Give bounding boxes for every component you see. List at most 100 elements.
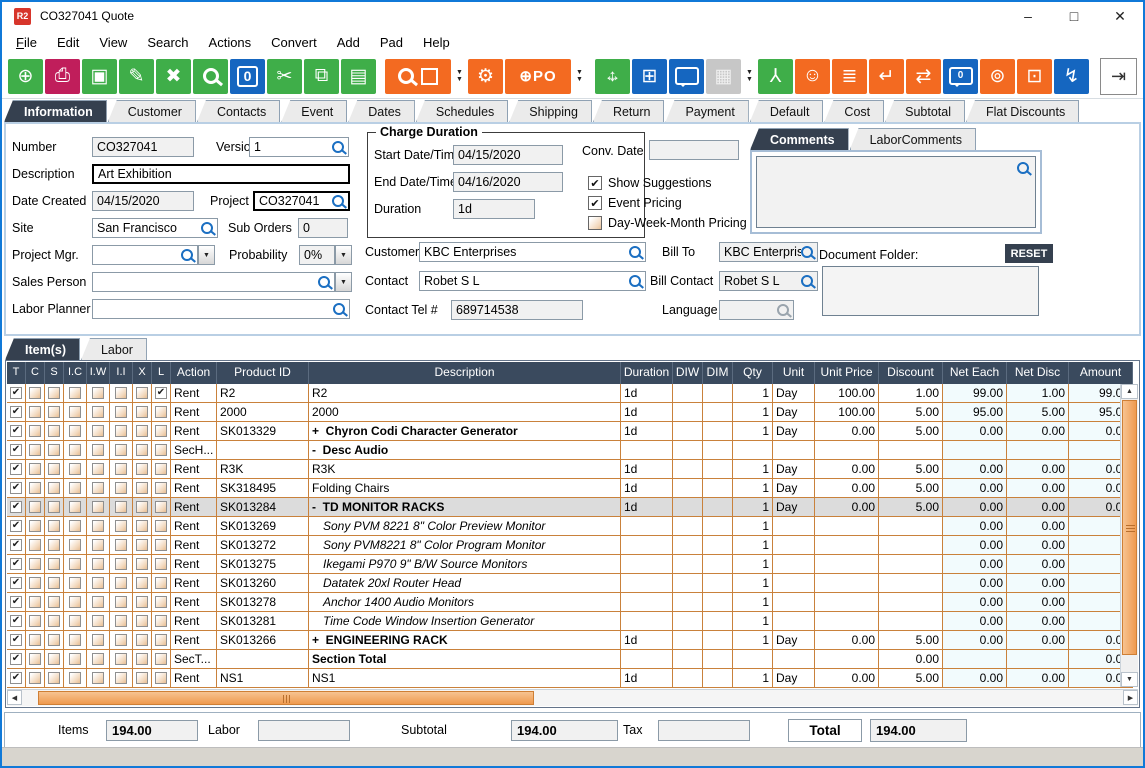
cell-check-t[interactable]: [7, 479, 26, 498]
cell-duration[interactable]: [621, 650, 673, 669]
cell-qty[interactable]: 1: [733, 460, 773, 479]
scroll-down-button[interactable]: ▼: [1121, 672, 1138, 687]
cell-qty[interactable]: 1: [733, 498, 773, 517]
cell-discount[interactable]: [879, 555, 943, 574]
cell-net_disc[interactable]: 1.00: [1007, 384, 1069, 403]
cell-discount[interactable]: [879, 536, 943, 555]
cell-check-iw[interactable]: [87, 650, 110, 669]
cell-discount[interactable]: [879, 612, 943, 631]
cell-check-ii[interactable]: [110, 593, 133, 612]
cell-check-s[interactable]: [45, 384, 64, 403]
column-header-discount[interactable]: Discount: [879, 362, 943, 384]
tab-information[interactable]: Information: [4, 100, 107, 122]
exit-icon[interactable]: ⇥: [1100, 57, 1137, 95]
cell-unit_price[interactable]: [815, 650, 879, 669]
copy-zero-icon[interactable]: 0: [230, 58, 265, 94]
column-header-duration[interactable]: Duration: [621, 362, 673, 384]
cell-net_each[interactable]: [943, 441, 1007, 460]
tab-default[interactable]: Default: [749, 100, 824, 122]
customer-field[interactable]: KBC Enterprises: [419, 242, 646, 262]
cell-check-x[interactable]: [133, 593, 152, 612]
cell-check-ii[interactable]: [110, 384, 133, 403]
cell-net_each[interactable]: 0.00: [943, 460, 1007, 479]
cell-dim[interactable]: [703, 536, 733, 555]
reset-button[interactable]: RESET: [1005, 244, 1053, 263]
language-field[interactable]: [719, 300, 794, 320]
cell-check-x[interactable]: [133, 403, 152, 422]
cell-dim[interactable]: [703, 574, 733, 593]
cell-net_disc[interactable]: [1007, 441, 1069, 460]
cell-check-ii[interactable]: [110, 403, 133, 422]
cell-check-iw[interactable]: [87, 669, 110, 688]
cell-unit_price[interactable]: 0.00: [815, 479, 879, 498]
grid-row[interactable]: Rent200020001d1Day100.005.0095.005.0095.…: [7, 403, 1133, 422]
cell-diw[interactable]: [673, 479, 703, 498]
comments-tab-laborcomments[interactable]: LaborComments: [849, 128, 976, 150]
cell-unit_price[interactable]: [815, 612, 879, 631]
cell-check-c[interactable]: [26, 631, 45, 650]
cell-duration[interactable]: 1d: [621, 460, 673, 479]
cell-check-ii[interactable]: [110, 517, 133, 536]
tab-return[interactable]: Return: [592, 100, 665, 122]
cell-duration[interactable]: [621, 517, 673, 536]
cell-unit[interactable]: [773, 650, 815, 669]
cell-product_id[interactable]: SK013284: [217, 498, 309, 517]
cell-net_each[interactable]: [943, 650, 1007, 669]
find-product-icon[interactable]: [385, 58, 451, 94]
cell-unit_price[interactable]: 0.00: [815, 422, 879, 441]
cell-product_id[interactable]: R3K: [217, 460, 309, 479]
cell-description[interactable]: Sony PVM8221 8" Color Program Monitor: [309, 536, 621, 555]
menu-item-help[interactable]: Help: [422, 34, 450, 50]
duration-field[interactable]: 1d: [453, 199, 535, 219]
cell-net_each[interactable]: 0.00: [943, 612, 1007, 631]
expand-icon[interactable]: ↔ ↕: [595, 58, 630, 94]
copy-icon[interactable]: ⧉: [304, 58, 339, 94]
cell-check-ii[interactable]: [110, 650, 133, 669]
add-po-cart-icon[interactable]: ⊕PO: [505, 58, 571, 94]
cell-diw[interactable]: [673, 460, 703, 479]
cell-check-ii[interactable]: [110, 631, 133, 650]
cell-discount[interactable]: 5.00: [879, 479, 943, 498]
column-header-amount[interactable]: Amount: [1069, 362, 1133, 384]
cell-product_id[interactable]: SK013329: [217, 422, 309, 441]
cell-action[interactable]: Rent: [171, 422, 217, 441]
cell-duration[interactable]: [621, 612, 673, 631]
tab-contacts[interactable]: Contacts: [196, 100, 281, 122]
cell-check-s[interactable]: [45, 650, 64, 669]
column-header-iw[interactable]: I.W: [87, 362, 110, 384]
cell-check-l[interactable]: [152, 460, 171, 479]
cell-net_each[interactable]: 99.00: [943, 384, 1007, 403]
tab-shipping[interactable]: Shipping: [509, 100, 592, 122]
sales-person-dropdown[interactable]: [335, 272, 352, 292]
sales-person-field[interactable]: [92, 272, 335, 292]
cell-check-x[interactable]: [133, 460, 152, 479]
number-field[interactable]: CO327041: [92, 137, 194, 157]
scroll-up-button[interactable]: ▲: [1121, 384, 1138, 399]
site-field[interactable]: San Francisco: [92, 218, 218, 238]
cell-net_disc[interactable]: 0.00: [1007, 555, 1069, 574]
cell-check-s[interactable]: [45, 441, 64, 460]
cell-description[interactable]: R2: [309, 384, 621, 403]
customer-smiley-icon[interactable]: ☺: [795, 58, 830, 94]
cell-qty[interactable]: 1: [733, 536, 773, 555]
cell-description[interactable]: Ikegami P970 9" B/W Source Monitors: [309, 555, 621, 574]
cell-diw[interactable]: [673, 536, 703, 555]
cell-check-c[interactable]: [26, 650, 45, 669]
safe-icon[interactable]: ⊡: [1017, 58, 1052, 94]
cut-icon[interactable]: ✂: [267, 58, 302, 94]
cell-check-x[interactable]: [133, 536, 152, 555]
cell-unit_price[interactable]: [815, 593, 879, 612]
cell-qty[interactable]: 1: [733, 593, 773, 612]
cell-qty[interactable]: 1: [733, 422, 773, 441]
cell-discount[interactable]: [879, 593, 943, 612]
cell-action[interactable]: Rent: [171, 479, 217, 498]
box-return-icon[interactable]: ⇄: [906, 58, 941, 94]
cell-discount[interactable]: 5.00: [879, 460, 943, 479]
cell-check-t[interactable]: [7, 498, 26, 517]
cell-net_each[interactable]: 0.00: [943, 669, 1007, 688]
